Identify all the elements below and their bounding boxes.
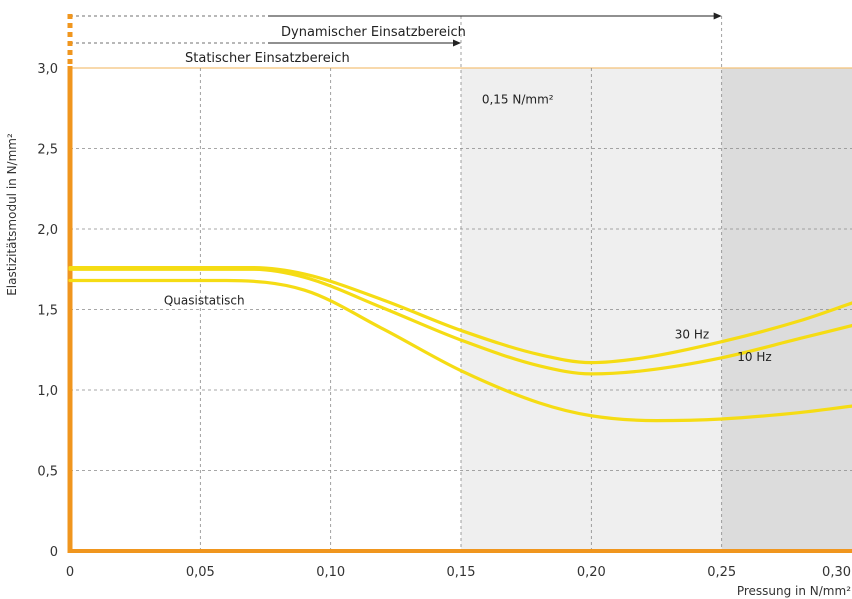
series-line-1 <box>68 267 852 376</box>
x-axis-title: Pressung in N/mm² <box>737 584 851 598</box>
y-tick-label-1: 0,5 <box>37 465 58 480</box>
x-tick-label-4: 0,20 <box>577 565 606 580</box>
series-label-0: 30 Hz <box>675 327 709 341</box>
x-tick-label-2: 0,10 <box>316 565 345 580</box>
range-label-0: Dynamischer Einsatzbereich <box>281 25 466 40</box>
y-axis-title: Elastizitätsmodul in N/mm² <box>5 133 19 296</box>
range-label-1: Statischer Einsatzbereich <box>185 51 350 66</box>
range-arrowhead-1 <box>453 39 461 47</box>
y-tick-label-6: 3,0 <box>37 62 58 77</box>
series-line-2 <box>68 278 852 423</box>
series-line-0 <box>68 266 852 365</box>
annotation-label: 0,15 N/mm² <box>482 92 554 106</box>
x-tick-label-0: 0 <box>66 565 74 580</box>
y-tick-label-5: 2,5 <box>37 143 58 158</box>
x-tick-label-5: 0,25 <box>707 565 736 580</box>
series-label-1: 10 Hz <box>737 350 771 364</box>
y-tick-label-4: 2,0 <box>37 223 58 238</box>
y-tick-label-2: 1,0 <box>37 384 58 399</box>
range-arrowhead-0 <box>713 12 722 20</box>
x-tick-label-1: 0,05 <box>186 565 215 580</box>
y-tick-label-3: 1,5 <box>37 304 58 319</box>
y-tick-label-0: 0 <box>50 545 58 560</box>
series-label-2: Quasistatisch <box>164 294 245 308</box>
x-tick-label-6: 0,30 <box>822 565 851 580</box>
x-tick-label-3: 0,15 <box>447 565 476 580</box>
